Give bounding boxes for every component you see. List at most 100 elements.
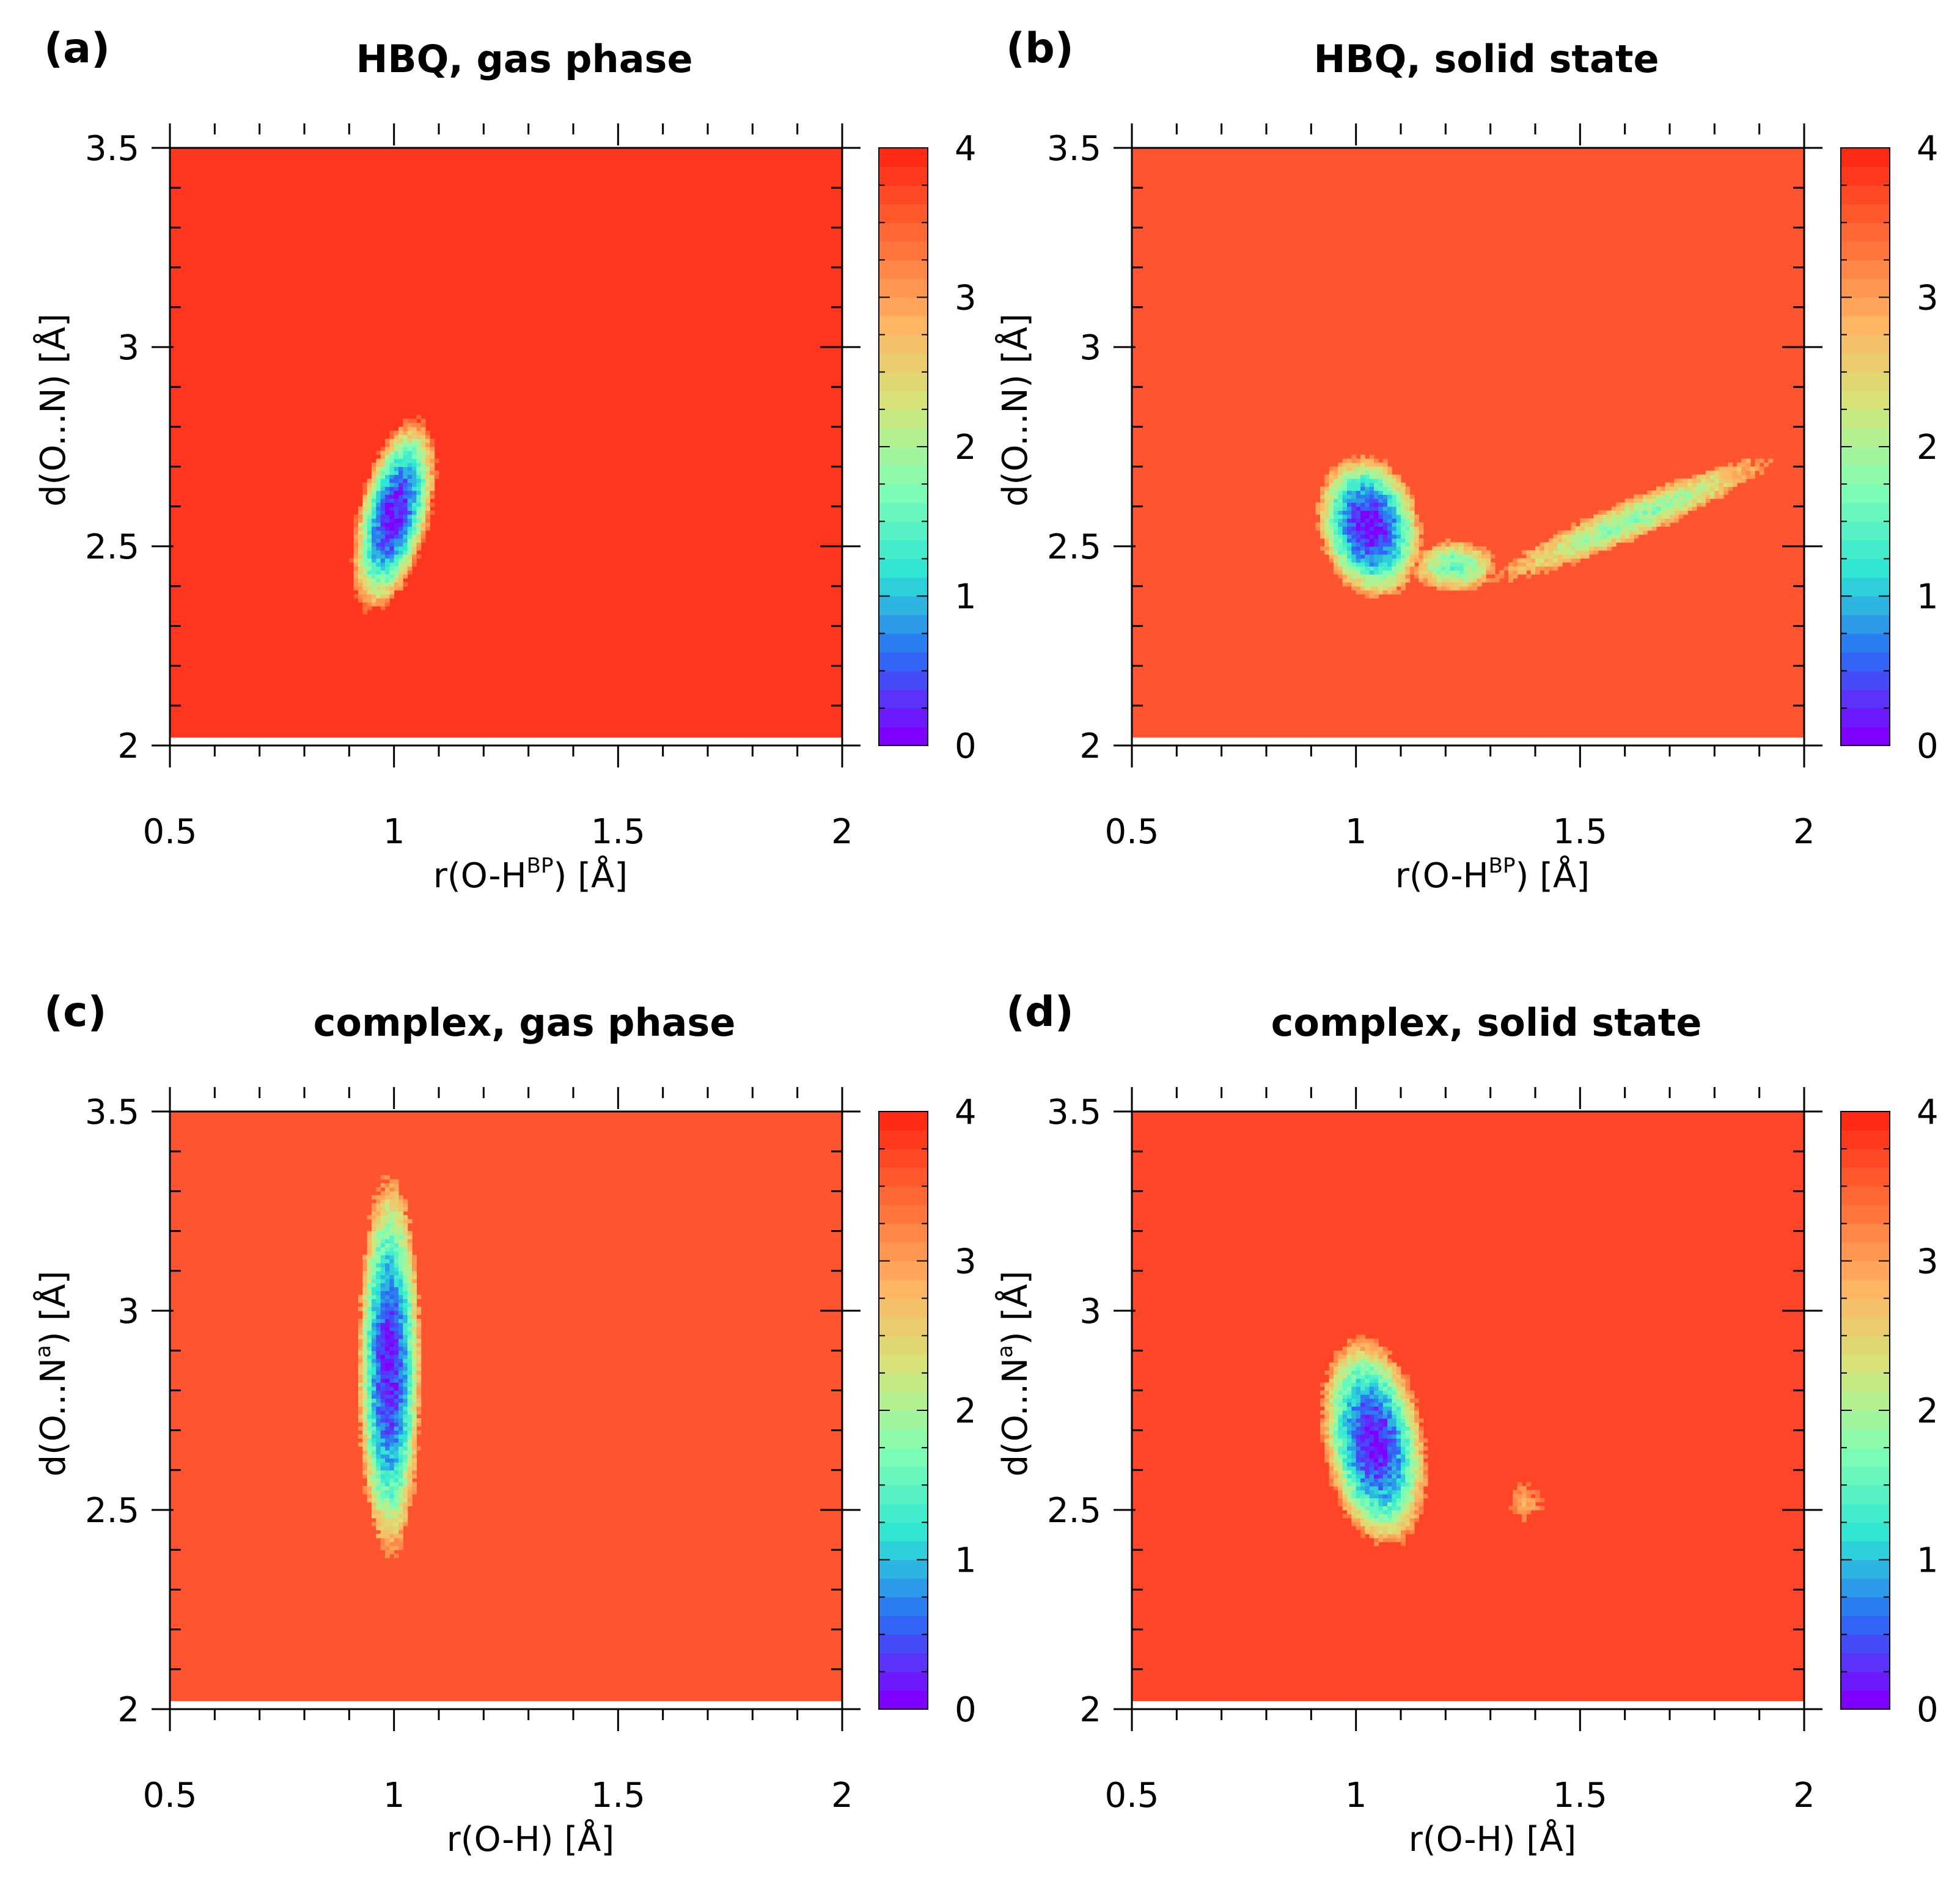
- heatmap-cell: [1347, 1514, 1352, 1518]
- heatmap-cell: [389, 550, 395, 555]
- heatmap-cell: [398, 1306, 403, 1311]
- heatmap-cell: [1378, 590, 1384, 595]
- heatmap-cell: [420, 486, 426, 491]
- heatmap-cell: [385, 1406, 390, 1411]
- heatmap-cell: [1329, 522, 1334, 527]
- heatmap-cell: [380, 1470, 386, 1474]
- heatmap-cell: [394, 1410, 399, 1415]
- heatmap-cell: [1401, 1386, 1406, 1391]
- heatmap-cell: [398, 1493, 403, 1499]
- heatmap-cell: [1396, 510, 1401, 515]
- heatmap-cell: [1360, 1506, 1365, 1511]
- heatmap-cell: [1342, 1454, 1348, 1459]
- heatmap-cell: [1522, 1510, 1527, 1515]
- heatmap-cell: [416, 474, 422, 479]
- heatmap-cell: [367, 1267, 372, 1272]
- heatmap-cell: [1423, 1482, 1428, 1487]
- heatmap-cell: [1387, 1422, 1392, 1427]
- heatmap-cell: [1351, 506, 1357, 511]
- heatmap-cell: [1387, 498, 1392, 503]
- heatmap-cell: [1320, 498, 1325, 503]
- heatmap-cell: [376, 466, 381, 471]
- heatmap-cell: [1436, 558, 1442, 563]
- colorbar-segment: [879, 596, 928, 615]
- heatmap-cell: [403, 1294, 408, 1300]
- heatmap-cell: [1360, 1346, 1365, 1351]
- heatmap-cell: [1624, 538, 1630, 543]
- heatmap-cell: [1324, 1450, 1330, 1455]
- heatmap-cell: [1638, 498, 1643, 503]
- heatmap-cell: [1678, 482, 1684, 487]
- heatmap-cell: [380, 1346, 386, 1351]
- heatmap-cell: [1432, 562, 1437, 567]
- heatmap-cell: [1409, 1462, 1415, 1467]
- heatmap-cell: [358, 1426, 363, 1431]
- heatmap-cell: [1486, 570, 1491, 575]
- heatmap-cell: [353, 538, 359, 543]
- heatmap-cell: [1324, 534, 1330, 539]
- heatmap-cell: [403, 1418, 408, 1423]
- heatmap-cell: [1342, 1350, 1348, 1355]
- heatmap-cell: [1692, 494, 1697, 499]
- heatmap-cell: [1369, 1350, 1375, 1355]
- heatmap-cell: [376, 450, 381, 455]
- heatmap-cell: [416, 1386, 422, 1391]
- heatmap-cell: [372, 1243, 376, 1248]
- heatmap-cell: [394, 1378, 399, 1383]
- heatmap-cell: [398, 438, 403, 444]
- heatmap-cell: [1401, 518, 1406, 523]
- heatmap-cell: [398, 1235, 403, 1240]
- heatmap-cell: [1342, 1386, 1348, 1391]
- heatmap-cell: [380, 506, 386, 511]
- heatmap-cell: [1347, 510, 1352, 515]
- heatmap-cell: [407, 1386, 413, 1391]
- heatmap-cell: [1495, 574, 1500, 579]
- heatmap-cell: [367, 1386, 372, 1391]
- heatmap-cell: [1329, 514, 1334, 519]
- heatmap-cell: [385, 1187, 390, 1192]
- heatmap-cell: [1396, 506, 1401, 511]
- heatmap-cell: [1517, 1485, 1522, 1490]
- heatmap-cell: [1382, 566, 1388, 571]
- heatmap-cell: [1419, 1501, 1424, 1507]
- heatmap-cell: [1638, 518, 1643, 523]
- heatmap-cell: [1356, 1506, 1361, 1511]
- heatmap-cell: [380, 1434, 386, 1439]
- heatmap-cell: [1382, 486, 1388, 491]
- heatmap-cell: [1401, 490, 1406, 495]
- heatmap-cell: [372, 534, 376, 539]
- heatmap-cell: [412, 455, 417, 460]
- heatmap-cell: [420, 471, 426, 475]
- heatmap-cell: [416, 1430, 422, 1435]
- heatmap-cell: [1347, 1350, 1352, 1355]
- heatmap-cell: [394, 1239, 399, 1244]
- heatmap-cell: [412, 466, 417, 471]
- heatmap-cell: [412, 1446, 417, 1451]
- heatmap-cell: [407, 1302, 413, 1308]
- heatmap-cell: [1419, 522, 1424, 527]
- heatmap-cell: [1334, 1354, 1338, 1359]
- heatmap-cell: [1347, 554, 1352, 559]
- heatmap-cell: [1436, 546, 1442, 551]
- heatmap-cell: [1396, 522, 1401, 527]
- heatmap-cell: [1544, 554, 1549, 559]
- heatmap-cell: [389, 447, 395, 452]
- heatmap-cell: [1347, 1446, 1352, 1451]
- y-tick-label: 2: [1079, 1690, 1101, 1730]
- heatmap-cell: [1419, 1458, 1424, 1463]
- heatmap-cell: [1396, 590, 1401, 595]
- heatmap-cell: [1351, 1498, 1357, 1503]
- heatmap-cell: [380, 1374, 386, 1379]
- heatmap-cell: [1472, 562, 1478, 567]
- heatmap-cell: [376, 586, 381, 591]
- heatmap-cell: [362, 1311, 368, 1316]
- heatmap-cell: [389, 442, 395, 447]
- heatmap-cell: [1513, 1510, 1518, 1515]
- heatmap-cell: [407, 430, 413, 436]
- heatmap-cell: [1553, 534, 1558, 539]
- heatmap-cell: [367, 1231, 372, 1236]
- heatmap-cell: [372, 1418, 376, 1423]
- heatmap-cell: [1468, 542, 1473, 547]
- heatmap-cell: [1351, 1398, 1357, 1403]
- heatmap-cell: [1401, 1430, 1406, 1435]
